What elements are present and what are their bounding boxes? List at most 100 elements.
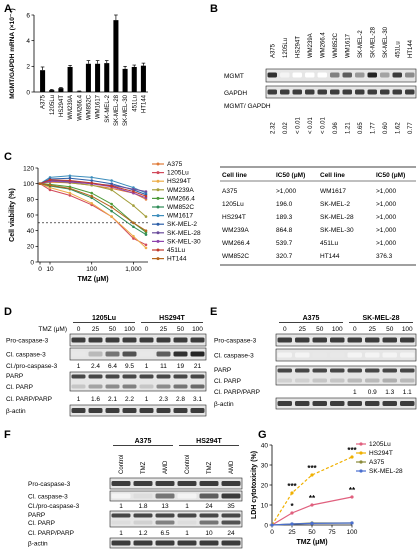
mgmt-band (280, 72, 290, 78)
x-tick-label: 100 (347, 529, 358, 536)
significance-marker: *** (307, 464, 317, 473)
ratio-value: 0.96 (333, 122, 339, 134)
y-tick-label: 6 (26, 12, 30, 19)
x-category-label: WM239A (68, 95, 74, 120)
legend-label: A375 (369, 459, 385, 466)
panel-d-western-blot: 1205Lu HS294T TMZ (μM) 0 25 50 100 0 25 50 100 Pro-… (6, 315, 207, 417)
quant-value: 19 (177, 363, 185, 370)
blot-strip (69, 404, 207, 417)
blot-band-upper (177, 513, 197, 518)
blot-band-lower (295, 378, 310, 383)
blot-band (139, 408, 154, 413)
blot-strip (69, 347, 207, 361)
cell-line-header: A375 (135, 438, 152, 445)
mgmt-band (392, 72, 402, 78)
blot-band (177, 540, 197, 546)
quant-value: 35 (227, 503, 235, 510)
legend-marker (359, 451, 363, 455)
mgmt-band (330, 72, 340, 78)
dose-label: 50 (316, 326, 324, 333)
blot-band-lower (330, 378, 345, 383)
panel-letter-d: D (4, 306, 12, 318)
quant-value: 0.9 (368, 389, 377, 396)
y-tick-label: 100 (23, 181, 34, 188)
ratio-value: 0.60 (383, 122, 389, 134)
row-label: Cl. PARP/PARP (214, 389, 260, 396)
legend-label: SK-MEL-28 (167, 230, 201, 237)
blot-strip (109, 537, 243, 549)
quant-value: 21 (194, 363, 202, 370)
blot-band (156, 337, 171, 343)
blot-band (177, 493, 197, 499)
legend-label: WM1617 (167, 213, 193, 220)
table-cell: 320.7 (276, 253, 293, 260)
gapdh-band (280, 89, 290, 95)
quant-value: 11 (160, 363, 167, 370)
panel-letter-f: F (4, 429, 11, 441)
quant-value: 3.1 (193, 396, 202, 403)
x-category-label: WM852C (86, 94, 92, 120)
blot-band (156, 351, 171, 357)
panel-letter-a: A (4, 3, 12, 15)
panel-letter-b: B (210, 3, 218, 15)
blot-band-lower (71, 384, 86, 389)
row-label: β-actin (214, 401, 234, 408)
blot-band (133, 481, 153, 486)
x-category-label: SK-MEL-2 (105, 94, 111, 122)
blot-band (277, 352, 292, 358)
table-cell: 539.7 (276, 240, 293, 247)
x-tick-label: 10 (46, 266, 54, 273)
row-label: β-actin (28, 540, 48, 547)
blot-band (382, 401, 397, 406)
blot-band (277, 337, 292, 343)
blot-band (88, 351, 103, 357)
mgmt-band (317, 72, 327, 78)
table-cell: SK-MEL-2 (320, 201, 350, 208)
x-axis-label: TMZ (μM) (296, 539, 327, 546)
quant-value: 1 (145, 396, 149, 403)
panel-f-western-blot: A375 HS294T Control TMZ AMD Control TMZ AMD Pro-… (28, 438, 243, 549)
quant-value: 1 (119, 530, 123, 537)
y-axis-label: MGMT/GAPDH mRNA (×10⁻⁴) (9, 8, 16, 98)
x-category-label: A375 (41, 94, 47, 109)
blot-band-upper (71, 374, 86, 379)
quant-value: 1 (185, 503, 189, 510)
panel-b-western-blot: A375 1205Lu HS294T WM239A WM266.4 WM852C WM161… (224, 26, 417, 134)
blot-band (122, 351, 137, 357)
blot-band-upper (400, 368, 415, 373)
data-point (310, 473, 314, 477)
dose-label: 100 (332, 326, 343, 333)
cell-line-header: 1205Lu (92, 315, 116, 322)
cell-line-header: HS294T (196, 438, 222, 445)
data-point (110, 179, 113, 182)
blot-strip (275, 365, 417, 386)
blot-band (105, 408, 120, 413)
significance-marker: ** (349, 486, 356, 495)
ratio-value: < 0.01 (308, 116, 314, 134)
blot-band (199, 481, 219, 486)
data-point (290, 511, 294, 515)
y-axis-label: Cell viability (%) (9, 188, 16, 242)
blot-band (365, 352, 380, 358)
data-point (132, 237, 135, 240)
legend-marker (156, 231, 160, 235)
bar (113, 20, 119, 93)
bar (85, 63, 91, 92)
blot-band-lower (312, 378, 327, 383)
bar (104, 63, 110, 92)
significance-marker: *** (287, 482, 297, 491)
blot-band (155, 540, 175, 546)
dose-label: 50 (386, 326, 394, 333)
legend-marker (156, 162, 160, 166)
legend-marker (156, 257, 160, 261)
data-point (48, 188, 52, 192)
blot-band-lower (277, 378, 292, 383)
blot-band-upper (111, 513, 131, 518)
dose-label: 25 (299, 326, 307, 333)
mgmt-band (355, 72, 365, 78)
legend-label: 1205Lu (167, 170, 189, 177)
quant-value: 2.3 (159, 396, 168, 403)
bar (140, 65, 146, 92)
table-header: Cell line (320, 172, 345, 179)
legend-label: HS294T (369, 450, 393, 457)
